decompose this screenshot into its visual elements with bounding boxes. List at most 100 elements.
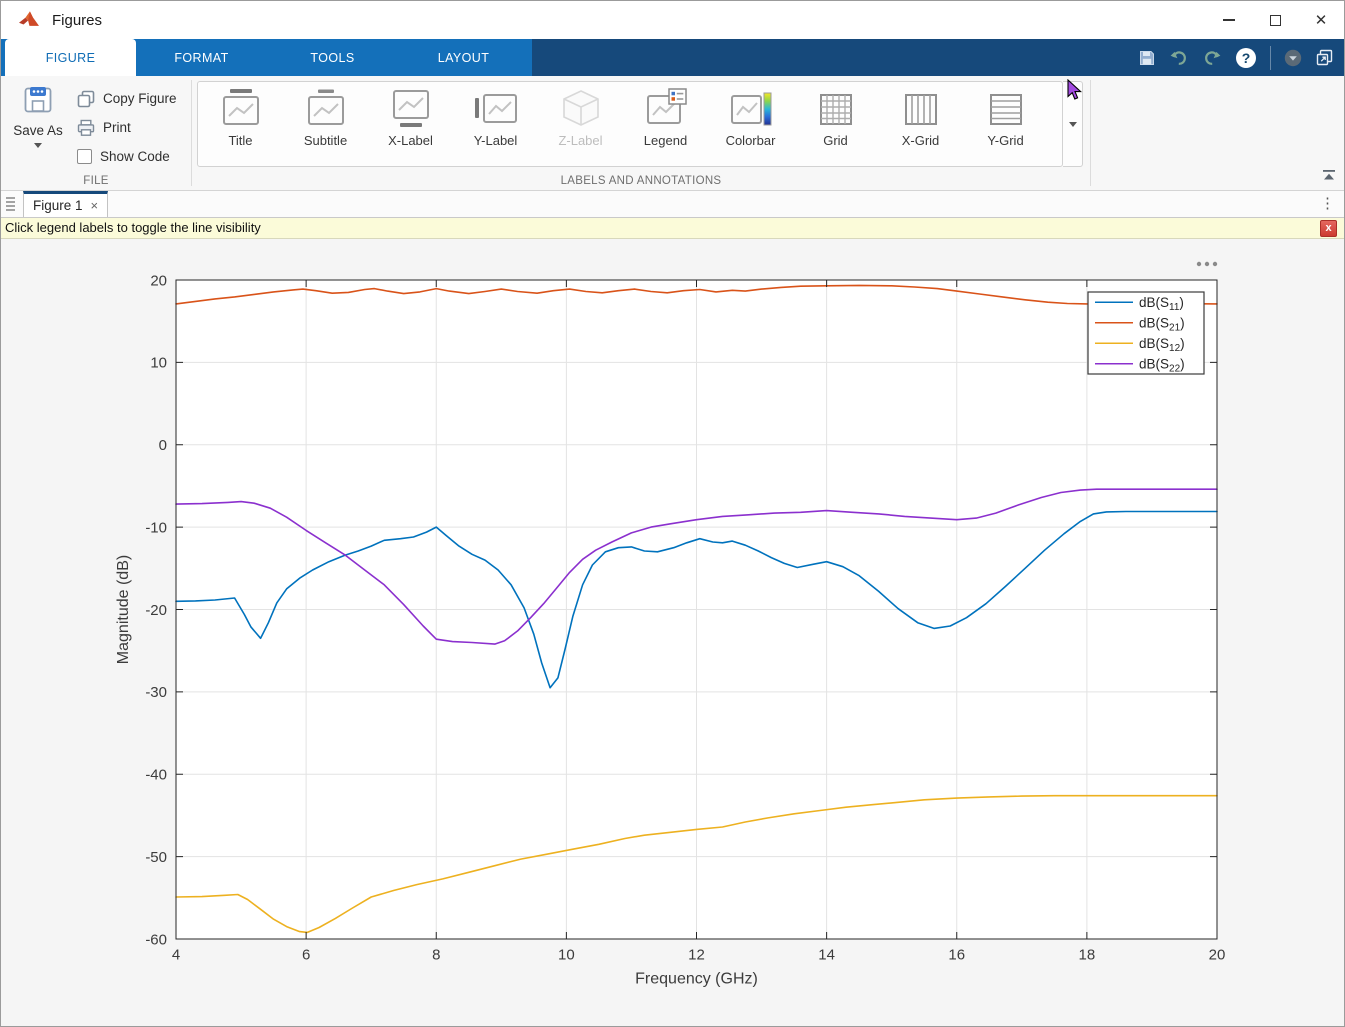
gallery-dropdown-button[interactable] [1063,81,1083,167]
legend: dB(S11)dB(S21)dB(S12)dB(S22) [1088,292,1204,374]
toolstrip: Save As Copy Figure Print [1,76,1344,191]
hint-banner-text: Click legend labels to toggle the line v… [1,218,1344,238]
print-label: Print [103,120,131,135]
y-tick-label: 20 [150,272,167,289]
y-label-button[interactable]: Y-Label [453,82,538,166]
y-grid-icon [983,87,1029,131]
labels-annotations-gallery: Title Subtitle X-Label [197,81,1063,167]
x-tick-label: 10 [558,946,575,963]
svg-text:?: ? [1242,49,1251,65]
colorbar-icon [728,87,774,131]
chevron-down-icon [1069,122,1077,127]
tab-overflow-menu-icon[interactable]: ⋮ [1320,193,1335,215]
close-icon: ✕ [1315,13,1328,28]
x-tick-label: 20 [1209,946,1226,963]
section-divider [1090,80,1091,186]
x-tick-label: 12 [688,946,705,963]
quick-access-toolbar: ? [1138,39,1344,76]
x-label-icon [388,87,434,131]
labels-annotations-section-label: LABELS AND ANNOTATIONS [191,175,1091,187]
x-axis-label: Frequency (GHz) [635,970,758,987]
y-axis-label: Magnitude (dB) [115,555,132,664]
x-tick-label: 16 [948,946,965,963]
print-button[interactable]: Print [77,113,177,142]
copy-figure-button[interactable]: Copy Figure [77,84,177,113]
show-code-checkbox[interactable] [77,149,92,164]
toolbar-dropdown-icon[interactable] [1284,49,1302,67]
x-tick-label: 8 [432,946,440,963]
maximize-icon [1270,15,1281,26]
y-tick-label: 0 [159,437,167,454]
figure-tab-close-icon[interactable]: × [91,198,99,213]
minimize-icon [1223,19,1235,20]
subtitle-icon [303,87,349,131]
file-section-label: FILE [1,175,191,187]
popout-icon[interactable] [1315,48,1334,67]
y-tick-label: 10 [150,355,167,372]
z-label-icon [558,87,604,131]
title-button[interactable]: Title [198,82,283,166]
x-tick-label: 6 [302,946,310,963]
y-grid-button[interactable]: Y-Grid [963,82,1048,166]
tab-layout[interactable]: LAYOUT [398,39,529,76]
tab-tools[interactable]: TOOLS [267,39,398,76]
minimize-button[interactable] [1206,1,1252,39]
matlab-logo-icon [18,10,40,30]
save-icon[interactable] [1138,49,1156,67]
titlebar: Figures ✕ [1,1,1344,39]
tab-figure-1[interactable]: Figure 1 × [23,191,108,217]
x-tick-label: 18 [1079,946,1096,963]
z-label-button: Z-Label [538,82,623,166]
grid-icon [813,87,859,131]
legend-icon [643,87,689,131]
figures-window: Figures ✕ FIGURE FORMAT TOOLS LAYOUT [0,0,1345,1027]
x-label-button[interactable]: X-Label [368,82,453,166]
banner-close-button[interactable]: x [1320,220,1337,237]
y-tick-label: -30 [145,684,167,701]
grid-button[interactable]: Grid [793,82,878,166]
undo-icon[interactable] [1169,49,1189,67]
title-icon [218,87,264,131]
x-grid-icon [898,87,944,131]
tab-figure[interactable]: FIGURE [5,39,136,76]
legend-button[interactable]: Legend [623,82,708,166]
figure-tab-label: Figure 1 [33,198,83,213]
x-tick-label: 4 [172,946,180,963]
copy-figure-label: Copy Figure [103,91,177,106]
section-divider [191,80,192,186]
show-code-label: Show Code [100,149,170,164]
ribbon-tab-bar: FIGURE FORMAT TOOLS LAYOUT ? [1,39,1344,76]
printer-icon [77,119,95,137]
subtitle-button[interactable]: Subtitle [283,82,368,166]
colorbar-button[interactable]: Colorbar [708,82,793,166]
toolbar-separator [1270,46,1271,70]
show-code-toggle[interactable]: Show Code [77,142,177,171]
window-title: Figures [52,12,102,29]
maximize-button[interactable] [1252,1,1298,39]
document-tab-bar: Figure 1 × ⋮ [1,191,1344,218]
save-as-label: Save As [9,123,67,138]
y-label-icon [473,87,519,131]
collapse-icon [1322,169,1336,181]
x-grid-button[interactable]: X-Grid [878,82,963,166]
y-tick-label: -50 [145,849,167,866]
hint-banner: Click legend labels to toggle the line v… [1,218,1344,239]
save-as-caret-icon [34,143,42,148]
s-parameter-chart: 4 6 8 10 12 14 16 18 20 -60 -50 -40 -30 -20 -10 0 10 20 Fr… [1,239,1345,1027]
close-button[interactable]: ✕ [1298,1,1344,39]
redo-icon[interactable] [1202,49,1222,67]
copy-icon [77,90,95,108]
tab-grip-icon[interactable] [6,197,15,211]
collapse-toolstrip-button[interactable] [1322,168,1336,186]
save-as-button[interactable]: Save As [9,85,67,148]
save-as-icon [23,85,53,115]
axes-toolbar-ellipsis[interactable] [1197,262,1217,266]
y-tick-label: -10 [145,519,167,536]
y-tick-label: -20 [145,602,167,619]
help-icon[interactable]: ? [1235,47,1257,69]
y-tick-label: -60 [145,931,167,948]
y-tick-label: -40 [145,767,167,784]
figure-canvas: 4 6 8 10 12 14 16 18 20 -60 -50 -40 -30 -20 -10 0 10 20 Fr… [1,239,1345,1027]
x-tick-label: 14 [818,946,835,963]
tab-format[interactable]: FORMAT [136,39,267,76]
